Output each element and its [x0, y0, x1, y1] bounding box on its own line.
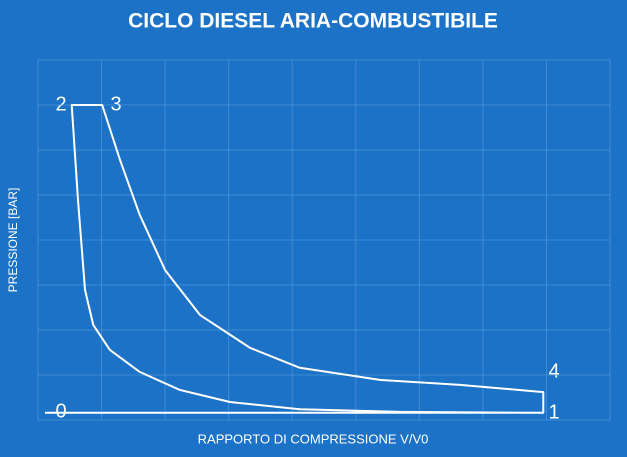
chart-title: CICLO DIESEL ARIA-COMBUSTIBILE	[128, 10, 498, 33]
point-label: 2	[55, 93, 66, 115]
point-label: 4	[548, 360, 559, 382]
x-axis-label: RAPPORTO DI COMPRESSIONE V/V0	[198, 431, 429, 446]
cycle-line	[45, 104, 545, 414]
point-label: 1	[548, 401, 559, 423]
point-label: 3	[110, 93, 121, 115]
point-label: 0	[55, 400, 66, 422]
y-axis-label: PRESSIONE [BAR]	[6, 188, 20, 293]
